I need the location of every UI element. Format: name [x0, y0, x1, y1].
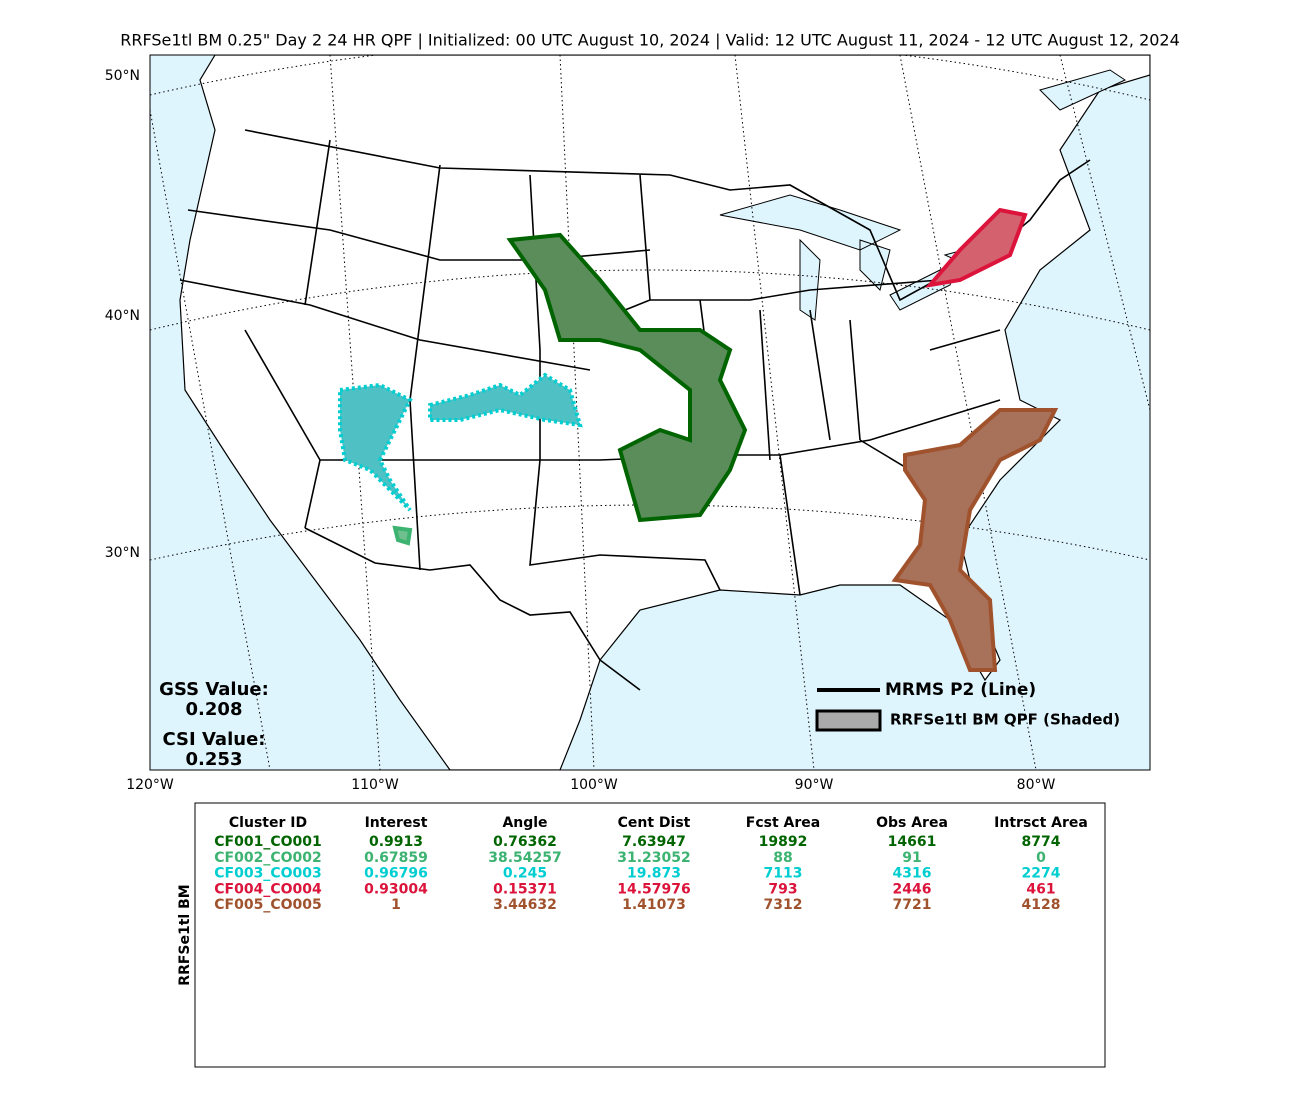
map: 50°N 40°N 30°N 120°W 110°W 100°W 90°W 80…	[105, 54, 1151, 793]
table-cell: CF002_CO002	[214, 850, 321, 866]
border	[304, 527, 641, 691]
table-cell: 0.245	[503, 866, 547, 882]
lon-label: 100°W	[570, 777, 618, 793]
gss-label: GSS Value:	[159, 679, 269, 700]
table-cell: 14661	[888, 834, 937, 850]
table-cell: 7721	[893, 897, 932, 913]
table-cell: 7.63947	[622, 834, 686, 850]
lat-label: 30°N	[105, 545, 140, 561]
csi-value: 0.253	[186, 749, 243, 770]
table-cell: 2274	[1022, 866, 1061, 882]
table-cell: 0.93004	[364, 881, 428, 897]
table-cell: 38.54257	[488, 850, 562, 866]
table-cell: 91	[902, 850, 921, 866]
map-frame	[149, 54, 1151, 771]
table-cell: 1	[391, 897, 401, 913]
lon-label: 90°W	[795, 777, 834, 793]
table-cell: 4128	[1022, 897, 1061, 913]
table-cell: 0	[1036, 850, 1046, 866]
side-label: RRFSe1tl BM	[177, 884, 193, 985]
table-cell: 19.873	[627, 866, 681, 882]
table-cell: CF005_CO005	[214, 897, 321, 913]
table-cell: 793	[768, 881, 797, 897]
lon-label: 110°W	[351, 777, 399, 793]
column-header: Cluster ID	[229, 815, 307, 831]
table-cell: 7312	[764, 897, 803, 913]
table-cell: 0.9913	[369, 834, 423, 850]
lon-label: 80°W	[1017, 777, 1056, 793]
table-cell: 14.57976	[617, 881, 691, 897]
table-frame	[194, 802, 1106, 1068]
table-cell: 88	[773, 850, 792, 866]
column-header: Cent Dist	[618, 815, 691, 831]
border	[244, 129, 1091, 302]
table-cell: 0.15371	[493, 881, 557, 897]
column-header: Fcst Area	[746, 815, 820, 831]
table-cell: 3.44632	[493, 897, 557, 913]
column-header: Intrsct Area	[994, 815, 1088, 831]
legend-swatch	[815, 709, 882, 732]
table-cell: 0.96796	[364, 866, 428, 882]
table-cell: CF001_CO001	[214, 834, 321, 850]
column-header: Angle	[502, 815, 547, 831]
title: RRFSe1tl BM 0.25" Day 2 24 HR QPF | Init…	[120, 31, 1180, 50]
legend-text: RRFSe1tl BM QPF (Shaded)	[890, 711, 1120, 729]
table-cell: 1.41073	[622, 897, 686, 913]
table-cell: CF004_CO004	[214, 881, 322, 897]
table: RRFSe1tl BM Cluster ID Interest Angle Cent …	[177, 802, 1106, 1068]
table-cell: 2446	[893, 881, 932, 897]
table-cell: 4316	[893, 866, 932, 882]
lat-label: 40°N	[105, 308, 140, 324]
table-cell: 31.23052	[617, 850, 691, 866]
table-cell: 0.67859	[364, 850, 428, 866]
table-cell: CF003_CO003	[214, 866, 321, 882]
table-cell: 19892	[759, 834, 808, 850]
lat-label: 50°N	[105, 68, 140, 84]
lon-label: 120°W	[126, 777, 174, 793]
table-cell: 8774	[1022, 834, 1061, 850]
table-cell: 7113	[764, 866, 803, 882]
graticule	[150, 55, 1150, 770]
gss-value: 0.208	[186, 699, 243, 720]
table-cell: 0.76362	[493, 834, 557, 850]
column-header: Obs Area	[876, 815, 948, 831]
clusters	[338, 207, 1059, 672]
csi-label: CSI Value:	[163, 729, 266, 750]
legend-text: MRMS P2 (Line)	[885, 680, 1036, 700]
column-header: Interest	[365, 815, 428, 831]
table-cell: 461	[1026, 881, 1055, 897]
